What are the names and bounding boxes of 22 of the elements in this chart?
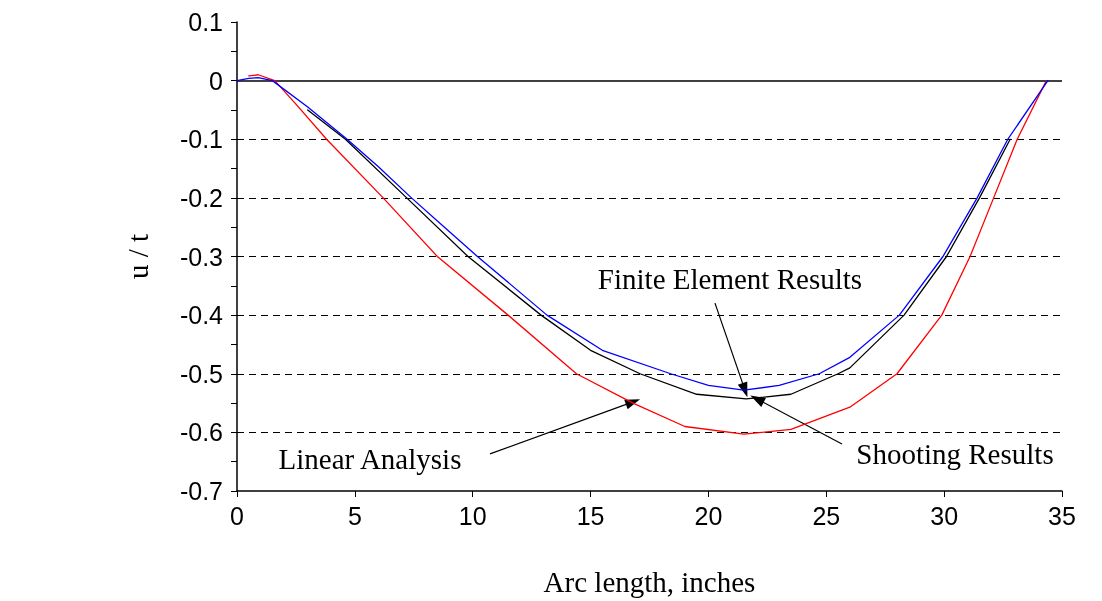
annotation: Shooting Results <box>856 437 1054 470</box>
x-tick-label: 5 <box>347 501 362 530</box>
y-tick-label: 0 <box>209 66 223 95</box>
y-tick-label: 0.1 <box>188 8 223 36</box>
y-tick-label: -0.1 <box>179 125 223 154</box>
annotation: Finite Element Results <box>597 263 863 296</box>
y-tick-label: -0.3 <box>179 242 223 271</box>
y-tick-label: -0.6 <box>179 418 223 447</box>
x-axis-title: Arc length, inches <box>543 565 756 598</box>
x-tick-label: 15 <box>576 501 605 530</box>
annotation: Linear Analysis <box>278 442 462 475</box>
y-axis-title: u / t <box>121 233 154 280</box>
x-tick-label: 0 <box>230 501 244 530</box>
y-tick-label: -0.4 <box>179 301 224 330</box>
x-tick-label: 35 <box>1048 501 1076 530</box>
x-tick-label: 20 <box>694 501 723 530</box>
x-tick-label: 30 <box>930 501 959 530</box>
x-tick-label: 25 <box>812 501 841 530</box>
x-tick-label: 10 <box>458 501 487 530</box>
y-tick-label: -0.2 <box>179 183 223 212</box>
y-tick-label: -0.5 <box>179 359 223 388</box>
y-tick-label: -0.7 <box>179 477 223 505</box>
